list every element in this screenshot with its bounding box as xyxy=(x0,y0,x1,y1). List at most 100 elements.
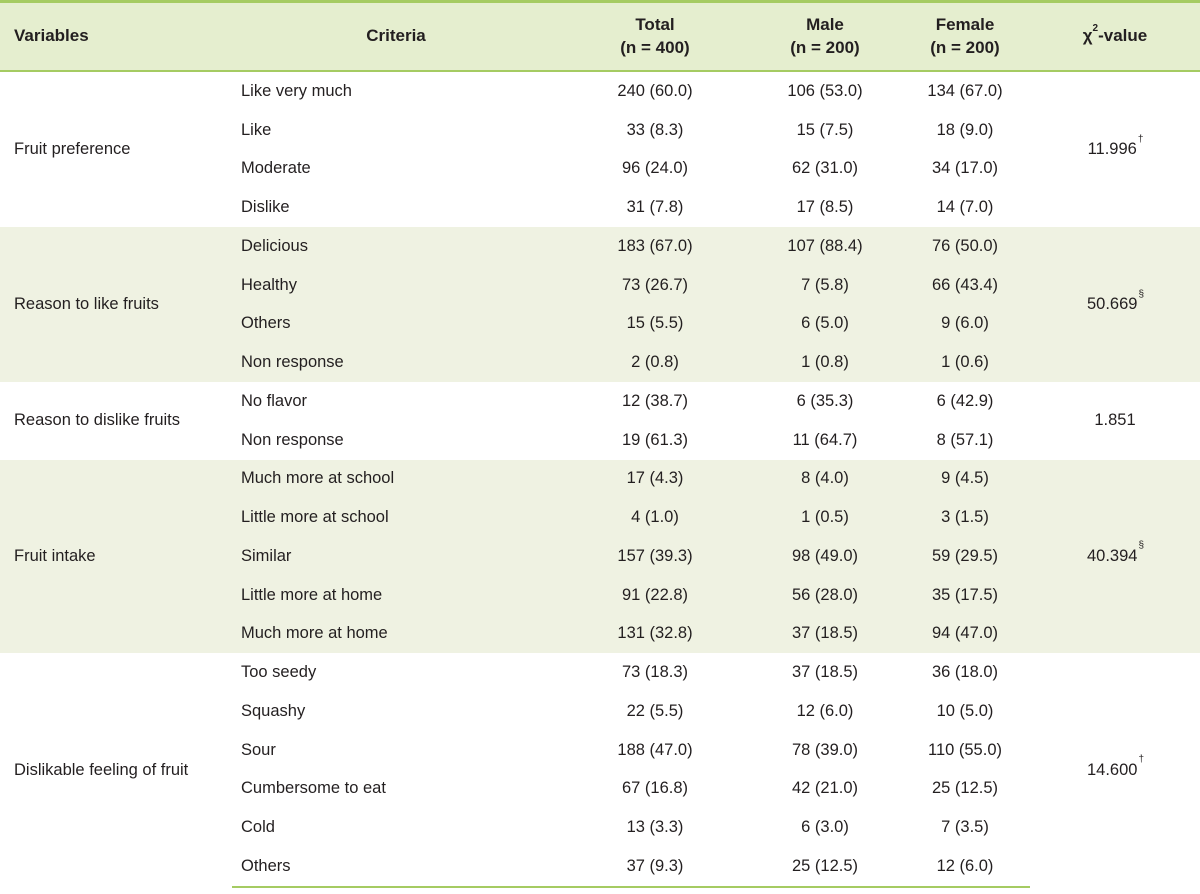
criteria-cell: Little more at school xyxy=(232,498,560,537)
significance-mark: † xyxy=(1137,133,1144,145)
table-row: Moderate 96 (24.0) 62 (31.0) 34 (17.0) xyxy=(0,149,1200,189)
female-value-cell: 7 (3.5) xyxy=(900,808,1030,847)
variable-cell: Fruit intake xyxy=(0,459,232,654)
criteria-cell: Others xyxy=(232,304,560,344)
male-value-cell: 17 (8.5) xyxy=(750,188,900,227)
total-value-cell: 67 (16.8) xyxy=(560,769,750,809)
criteria-cell: Sour xyxy=(232,730,560,770)
table-row: Dislikable feeling of fruit Too seedy 73 (… xyxy=(0,653,1200,887)
female-value-cell: 3 (1.5) xyxy=(900,498,1030,537)
total-value-cell: 183 (67.0) xyxy=(560,227,750,266)
male-value-cell: 6 (5.0) xyxy=(750,304,900,344)
male-value-cell: 42 (21.0) xyxy=(750,769,900,809)
female-value-cell: 34 (17.0) xyxy=(900,149,1030,189)
chi-square-value-cell: 11.996† xyxy=(1030,71,1200,227)
col-header-male-line1: Male xyxy=(806,15,844,35)
significance-mark: § xyxy=(1138,540,1145,552)
male-value-cell: 11 (64.7) xyxy=(750,420,900,460)
header-row: Variables Criteria Total (n = 400) Male … xyxy=(0,0,1200,72)
variable-cell: Fruit preference xyxy=(0,71,232,227)
col-header-variables: Variables xyxy=(0,0,232,72)
male-value-cell: 7 (5.8) xyxy=(750,265,900,305)
table-row: Fruit intake Much more at school 17 (4.3) 8… xyxy=(0,459,1200,654)
criteria-cell: Little more at home xyxy=(232,575,560,615)
female-value-cell: 6 (42.9) xyxy=(900,382,1030,421)
table-row: Reason to dislike fruits No flavor 12 (38.… xyxy=(0,382,1200,460)
total-value-cell: 2 (0.8) xyxy=(560,343,750,382)
criteria-cell: Dislike xyxy=(232,188,560,227)
chi-square-value: 50.669 xyxy=(1086,295,1138,313)
male-value-cell: 62 (31.0) xyxy=(750,149,900,189)
total-value-cell: 73 (26.7) xyxy=(560,265,750,305)
col-header-total: Total (n = 400) xyxy=(560,0,750,72)
male-value-cell: 25 (12.5) xyxy=(750,847,900,888)
total-value-cell: 12 (38.7) xyxy=(560,382,750,421)
criteria-cell: Squashy xyxy=(232,692,560,731)
female-value-cell: 25 (12.5) xyxy=(900,769,1030,809)
total-value-cell: 33 (8.3) xyxy=(560,110,750,150)
table-row: Others 37 (9.3) 25 (12.5) 12 (6.0) xyxy=(0,847,1200,888)
chi-square-value-cell: 1.851 xyxy=(1030,382,1200,460)
criteria-cell: Delicious xyxy=(232,227,560,266)
total-value-cell: 96 (24.0) xyxy=(560,149,750,189)
variable-cell: Reason to dislike fruits xyxy=(0,382,232,460)
chi-symbol: χ xyxy=(1082,26,1093,46)
criteria-cell: Much more at school xyxy=(232,459,560,499)
male-value-cell: 15 (7.5) xyxy=(750,110,900,150)
female-value-cell: 134 (67.0) xyxy=(900,71,1030,111)
criteria-cell: No flavor xyxy=(232,382,560,421)
male-value-cell: 107 (88.4) xyxy=(750,227,900,266)
total-value-cell: 15 (5.5) xyxy=(560,304,750,344)
chi-square-value: 40.394 xyxy=(1086,546,1138,565)
criteria-cell: Similar xyxy=(232,537,560,576)
criteria-cell: Moderate xyxy=(232,149,560,189)
female-value-cell: 36 (18.0) xyxy=(900,653,1030,692)
chi-square-value-cell: 14.600† xyxy=(1030,653,1200,887)
female-value-cell: 8 (57.1) xyxy=(900,420,1030,460)
male-value-cell: 6 (3.0) xyxy=(750,808,900,847)
female-value-cell: 94 (47.0) xyxy=(900,614,1030,654)
total-value-cell: 19 (61.3) xyxy=(560,420,750,460)
total-value-cell: 4 (1.0) xyxy=(560,498,750,537)
criteria-cell: Non response xyxy=(232,343,560,382)
variable-cell: Reason to like fruits xyxy=(0,227,232,382)
criteria-cell: Healthy xyxy=(232,265,560,305)
table-row: Dislike 31 (7.8) 17 (8.5) 14 (7.0) xyxy=(0,188,1200,227)
variable-cell: Dislikable feeling of fruit xyxy=(0,653,232,887)
male-value-cell: 1 (0.8) xyxy=(750,343,900,382)
female-value-cell: 14 (7.0) xyxy=(900,188,1030,227)
chi-square-value-cell: 40.394§ xyxy=(1030,459,1200,654)
male-value-cell: 37 (18.5) xyxy=(750,653,900,692)
total-value-cell: 188 (47.0) xyxy=(560,730,750,770)
table-row: Sour 188 (47.0) 78 (39.0) 110 (55.0) xyxy=(0,730,1200,770)
significance-mark: † xyxy=(1138,754,1145,765)
female-value-cell: 59 (29.5) xyxy=(900,537,1030,576)
female-value-cell: 9 (6.0) xyxy=(900,304,1030,344)
col-header-female-line1: Female xyxy=(935,15,995,35)
female-value-cell: 1 (0.6) xyxy=(900,343,1030,382)
table-row: Non response 19 (61.3) 11 (64.7) 8 (57.1) xyxy=(0,420,1200,460)
male-value-cell: 1 (0.5) xyxy=(750,498,900,537)
col-header-female: Female (n = 200) xyxy=(900,0,1030,72)
male-value-cell: 56 (28.0) xyxy=(750,575,900,615)
chi-superscript-2: 2 xyxy=(1092,22,1099,34)
table-row: Fruit preference Like very much 240 (60.0)… xyxy=(0,71,1200,227)
female-value-cell: 110 (55.0) xyxy=(900,730,1030,770)
table-row: Healthy 73 (26.7) 7 (5.8) 66 (43.4) xyxy=(0,265,1200,305)
female-value-cell: 66 (43.4) xyxy=(900,265,1030,305)
table-row: Little more at home 91 (22.8) 56 (28.0) 35 … xyxy=(0,575,1200,615)
total-value-cell: 22 (5.5) xyxy=(560,692,750,731)
table-row: Others 15 (5.5) 6 (5.0) 9 (6.0) xyxy=(0,304,1200,344)
total-value-cell: 17 (4.3) xyxy=(560,459,750,499)
total-value-cell: 13 (3.3) xyxy=(560,808,750,847)
male-value-cell: 8 (4.0) xyxy=(750,459,900,499)
total-value-cell: 37 (9.3) xyxy=(560,847,750,888)
criteria-cell: Like xyxy=(232,110,560,150)
table-row: Similar 157 (39.3) 98 (49.0) 59 (29.5) xyxy=(0,537,1200,576)
table-row: Non response 2 (0.8) 1 (0.8) 1 (0.6) xyxy=(0,343,1200,382)
criteria-cell: Cold xyxy=(232,808,560,847)
male-value-cell: 37 (18.5) xyxy=(750,614,900,654)
total-value-cell: 157 (39.3) xyxy=(560,537,750,576)
col-header-chi-square: χ2-value xyxy=(1030,0,1200,72)
